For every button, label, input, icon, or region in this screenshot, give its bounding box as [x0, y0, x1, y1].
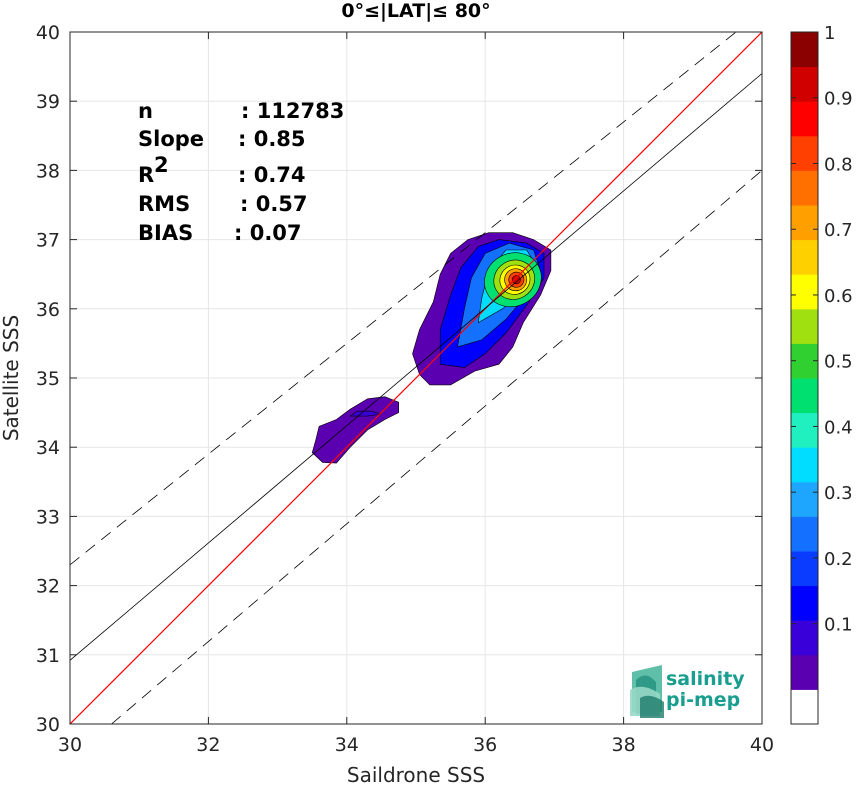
stat-label-slope: Slope — [138, 127, 204, 151]
y-tick-label: 34 — [36, 437, 60, 459]
colorbar-segment — [791, 170, 818, 206]
y-tick-label: 33 — [36, 506, 60, 528]
logo-text-pi-mep: pi-mep — [666, 689, 740, 711]
y-tick-label: 35 — [36, 368, 60, 390]
y-tick-label: 39 — [36, 91, 60, 113]
colorbar-segment — [791, 66, 818, 102]
logo-text-salinity: salinity — [666, 668, 745, 690]
colorbar-tick-label: 0.2 — [824, 549, 853, 570]
x-tick-label: 34 — [335, 734, 359, 756]
y-tick-label: 36 — [36, 299, 60, 321]
colorbar-segment — [791, 205, 818, 241]
colorbar-segment — [791, 412, 818, 448]
colorbar-tick-label: 0.4 — [824, 417, 853, 438]
salinity-pi-mep-logo: salinity pi-mep — [630, 665, 745, 718]
stat-value-bias: : 0.07 — [234, 221, 302, 245]
colorbar-segment — [791, 689, 818, 725]
stat-label-rms: RMS — [138, 192, 190, 216]
grid-lines — [70, 32, 762, 724]
colorbar-segment — [791, 551, 818, 587]
colorbar-tick-label: 0.6 — [824, 286, 853, 307]
colorbar-segment — [791, 32, 818, 68]
colorbar-segment — [791, 654, 818, 690]
colorbar-frame — [790, 31, 819, 725]
x-tick-label: 40 — [750, 734, 774, 756]
y-tick-label: 32 — [36, 576, 60, 598]
y-tick-label: 37 — [36, 230, 60, 252]
stat-value-slope: : 0.85 — [238, 127, 306, 151]
contour-level-2 — [349, 410, 382, 417]
y-tick-label: 30 — [36, 714, 60, 736]
colorbar-segment — [791, 516, 818, 552]
one-to-one-line — [70, 32, 762, 724]
x-axis-label: Saildrone SSS — [347, 763, 485, 786]
stat-label-r: R — [138, 163, 154, 187]
colorbar-segment — [791, 239, 818, 275]
colorbar-segment — [791, 308, 818, 344]
y-axis-label: Satellite SSS — [0, 315, 23, 441]
colorbar-segment — [791, 620, 818, 656]
x-tick-label: 32 — [196, 734, 220, 756]
stat-value-rms: : 0.57 — [240, 192, 308, 216]
stats-block: n : 112783 Slope : 0.85 R 2 : 0.74 RMS : 0.57 BIA… — [138, 99, 344, 245]
colorbar-segment — [791, 101, 818, 137]
colorbar-segment — [791, 481, 818, 517]
colorbar-segment — [791, 585, 818, 621]
colorbar-tick-label: 0.3 — [824, 483, 853, 504]
colorbar-segment — [791, 135, 818, 171]
axis-ticks: 30 32 34 36 38 40 30 31 32 33 34 35 36 37 38 39 40 — [36, 22, 774, 756]
colorbar-segment — [791, 447, 818, 483]
colorbar-tick-label: 0.8 — [824, 154, 853, 175]
stat-value-r: : 0.74 — [238, 163, 306, 187]
colorbar-tick-label: 1 — [824, 23, 835, 44]
logo-waves-icon — [630, 665, 664, 718]
stat-superscript: 2 — [154, 153, 169, 177]
colorbar-tick-label: 0.1 — [824, 615, 853, 636]
stat-label-bias: BIAS — [138, 221, 193, 245]
lower-bound-dashed-line — [111, 170, 762, 724]
chart-title: 0°≤|LAT|≤ 80° — [341, 0, 490, 22]
regression-line — [70, 73, 762, 661]
y-tick-label: 31 — [36, 645, 60, 667]
y-tick-label: 40 — [36, 22, 60, 44]
colorbar-tick-label: 0.5 — [824, 352, 853, 373]
density-peak — [511, 275, 521, 285]
colorbar-tick-label: 0.7 — [824, 220, 853, 241]
reference-lines — [70, 32, 762, 724]
colorbar-segment — [791, 378, 818, 414]
colorbar: 0.1 0.2 0.3 0.4 0.5 0.6 0.7 0.8 0.9 1 — [790, 23, 853, 725]
upper-bound-dashed-line — [70, 32, 737, 566]
colorbar-segment — [791, 274, 818, 310]
stat-value-n: : 112783 — [241, 99, 344, 123]
colorbar-tick-label: 0.9 — [824, 89, 853, 110]
x-tick-label: 30 — [58, 734, 82, 756]
y-tick-label: 38 — [36, 160, 60, 182]
x-tick-label: 38 — [612, 734, 636, 756]
stat-label-n: n — [138, 99, 153, 123]
x-tick-label: 36 — [473, 734, 497, 756]
